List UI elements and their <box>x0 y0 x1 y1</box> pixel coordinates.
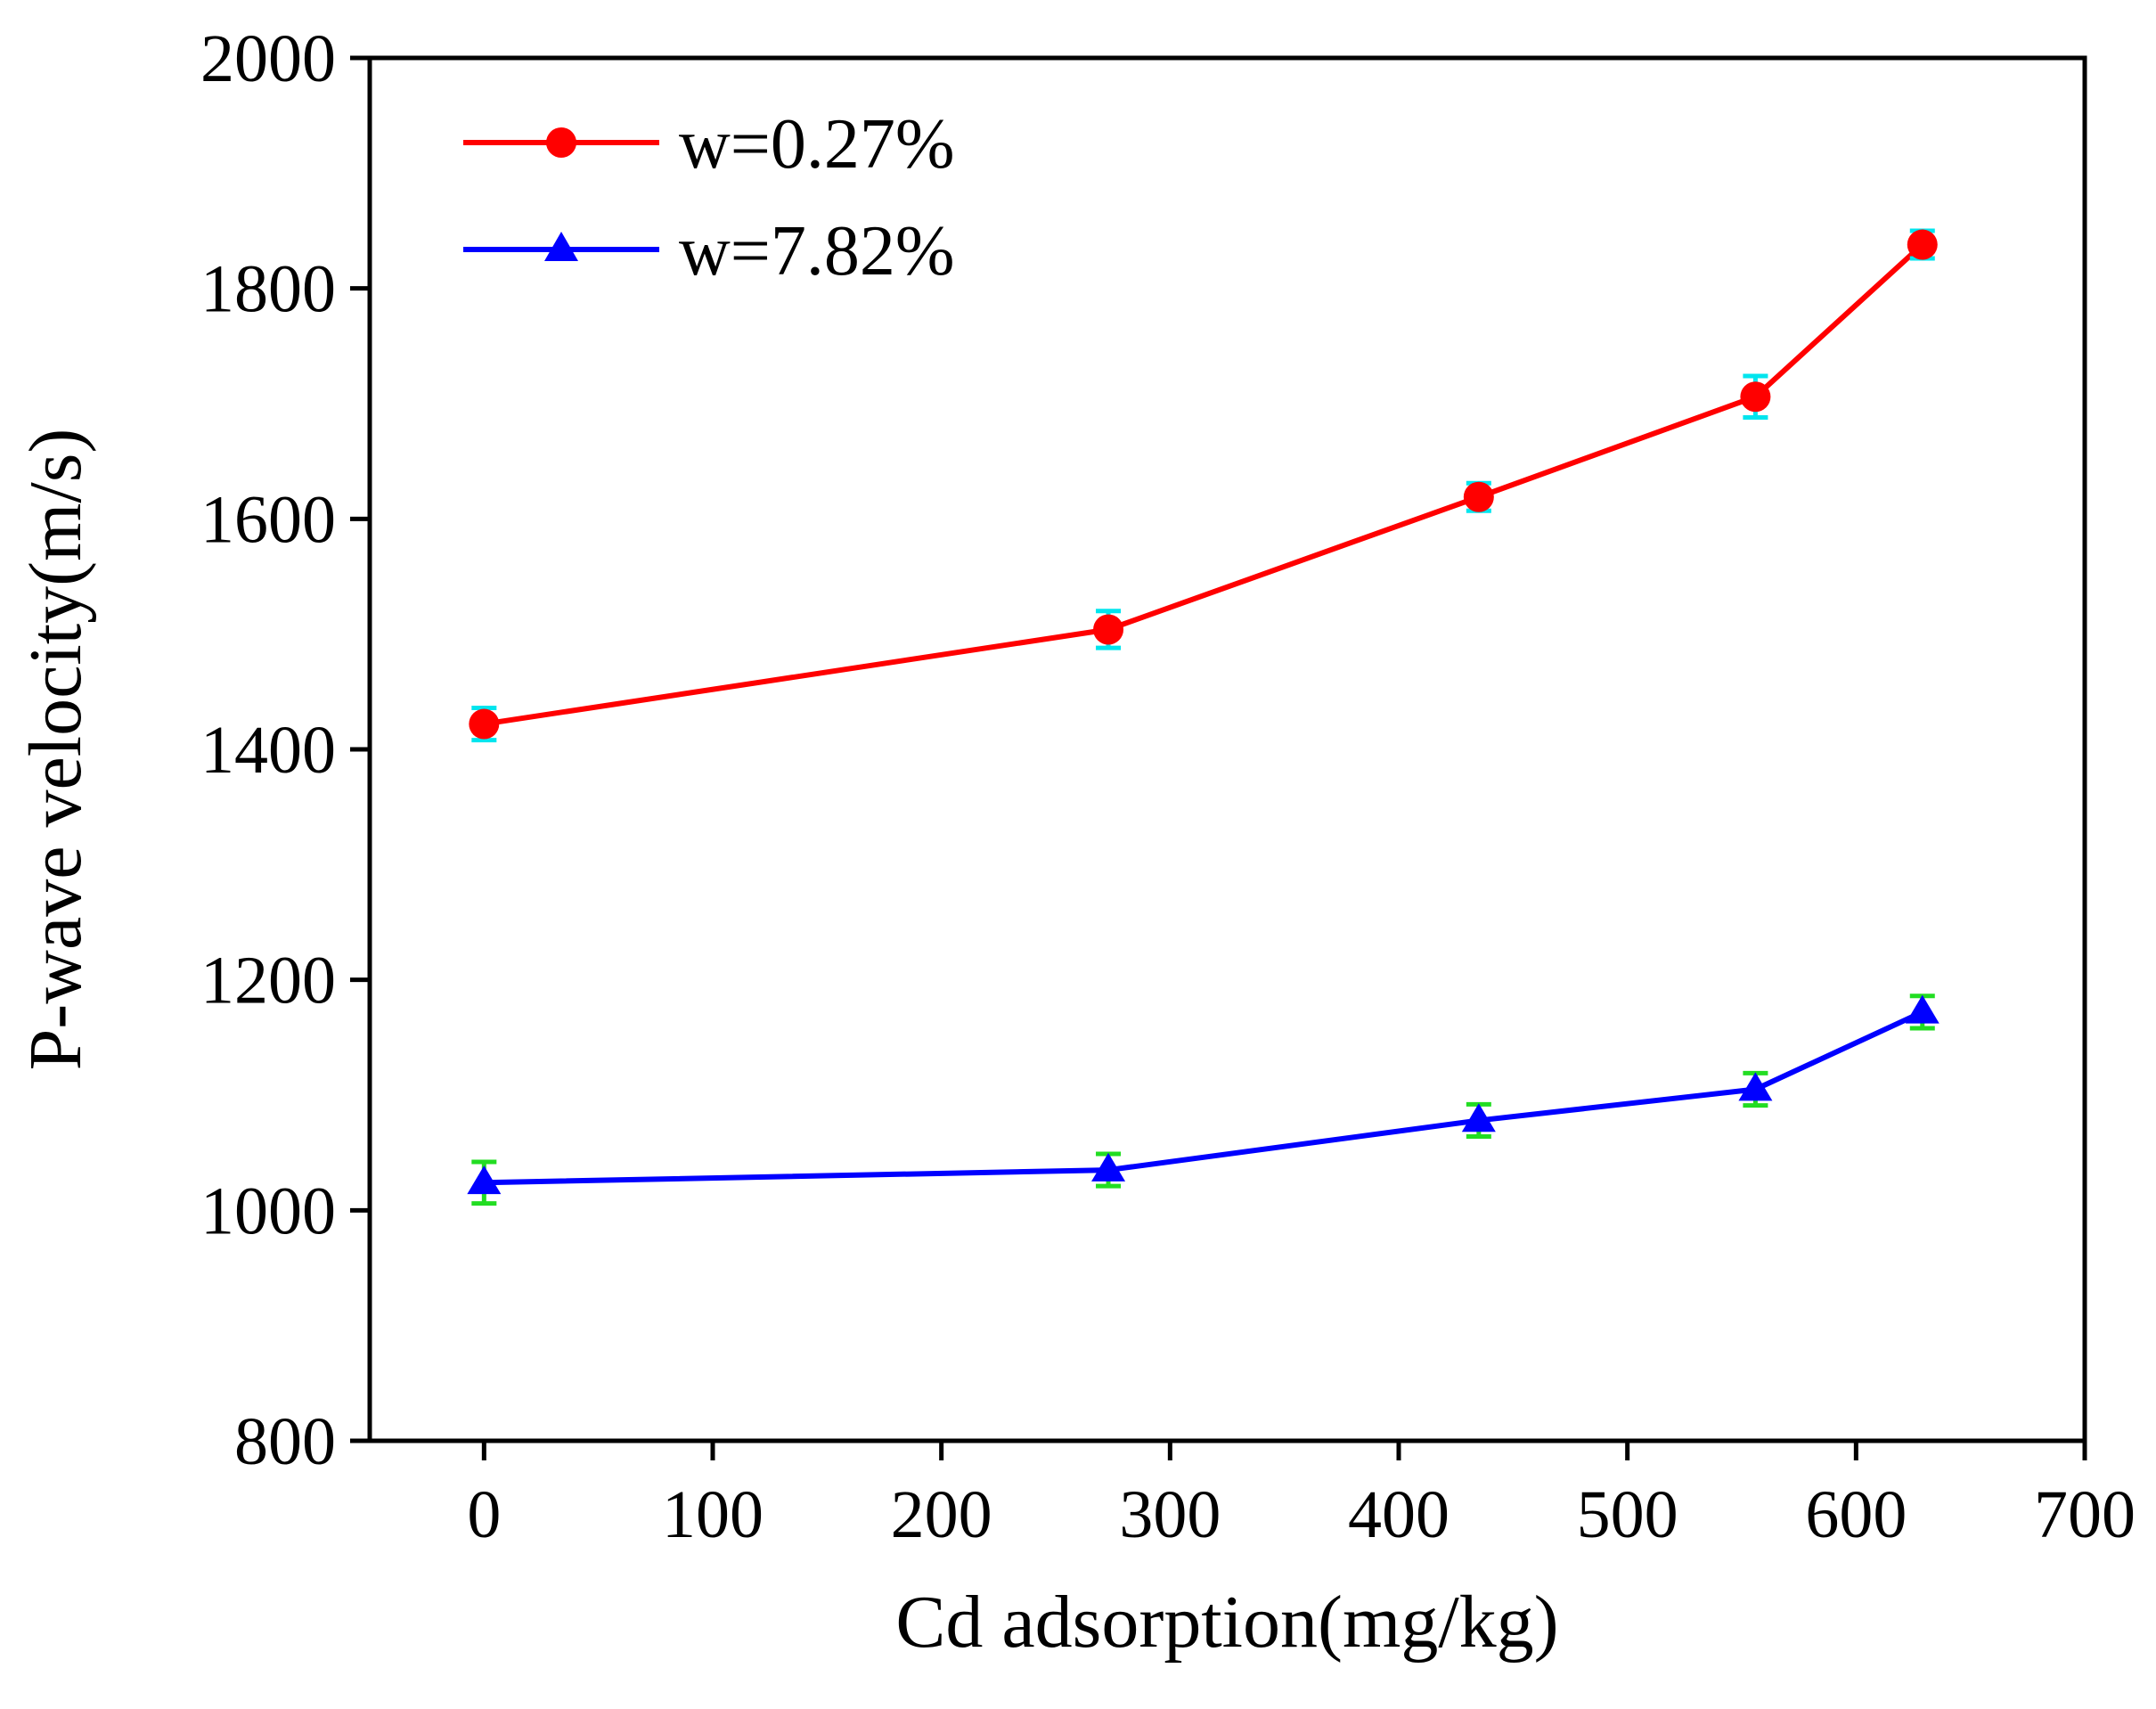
data-point <box>1905 994 1940 1024</box>
x-tick-label: 100 <box>662 1477 764 1552</box>
data-point <box>1740 381 1771 413</box>
x-axis-title: Cd adsorption(mg/kg) <box>895 1581 1558 1664</box>
data-point <box>1093 614 1124 645</box>
x-tick-label: 500 <box>1577 1477 1678 1552</box>
series-line <box>483 242 1924 727</box>
series-1 <box>469 228 1938 743</box>
legend-item: w=0.27% <box>463 105 955 184</box>
y-tick-label: 1200 <box>200 944 336 1018</box>
legend-label: w=0.27% <box>679 105 955 184</box>
x-tick-label: 600 <box>1805 1477 1907 1552</box>
axes-layer <box>367 55 2087 1443</box>
data-point <box>1907 229 1938 260</box>
y-tick-label: 1800 <box>200 252 336 327</box>
y-tick-label: 1600 <box>200 482 336 557</box>
x-tick-label: 300 <box>1119 1477 1221 1552</box>
y-tick-label: 2000 <box>200 21 336 96</box>
legend-item: w=7.82% <box>463 212 955 290</box>
data-point <box>1463 481 1494 512</box>
y-tick-label: 1000 <box>200 1173 336 1248</box>
series-2 <box>467 994 1940 1206</box>
y-tick-label: 800 <box>234 1404 336 1479</box>
x-tick-label: 200 <box>891 1477 992 1552</box>
plot-frame <box>367 55 2087 1443</box>
x-tick-label: 400 <box>1348 1477 1450 1552</box>
data-point <box>1738 1072 1773 1101</box>
x-tick-label: 0 <box>467 1477 501 1552</box>
series-line <box>484 1010 1924 1186</box>
series-layer <box>467 228 1940 1206</box>
legend: w=0.27% w=7.82% <box>463 105 955 290</box>
data-point <box>1461 1103 1496 1133</box>
ticks-layer: 0 100 200 300 400 500 600 700 800 1000 1200 1400 160… <box>200 21 2136 1552</box>
data-point <box>467 1165 502 1195</box>
legend-label: w=7.82% <box>679 212 955 290</box>
legend-marker <box>544 232 578 261</box>
x-tick-label: 700 <box>2034 1477 2136 1552</box>
y-tick-label: 1400 <box>200 713 336 788</box>
y-axis-title: P-wave velocity(m/s) <box>14 429 97 1071</box>
data-point <box>469 708 500 740</box>
legend-marker <box>546 127 576 158</box>
data-point <box>1091 1152 1126 1182</box>
